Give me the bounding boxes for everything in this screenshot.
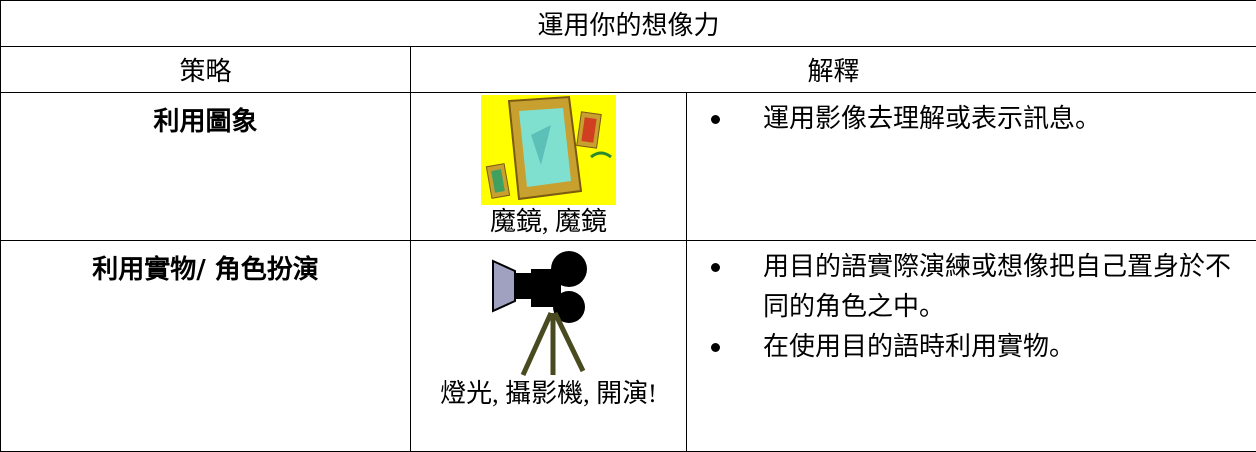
image-cell: 燈光, 攝影機, 開演! — [411, 241, 687, 452]
strategy-cell: 利用圖象 — [1, 93, 411, 241]
explanation-cell: 用目的語實際演練或想像把自己置身於不同的角色之中。在使用目的語時利用實物。 — [687, 241, 1256, 452]
strategy-cell: 利用實物/ 角色扮演 — [1, 241, 411, 452]
camera-clipart — [489, 247, 609, 377]
bullet-point: 運用影像去理解或表示訊息。 — [763, 99, 1250, 139]
image-caption: 燈光, 攝影機, 開演! — [411, 377, 686, 411]
header-cell: 解釋 — [411, 47, 1256, 93]
bullet-point: 在使用目的語時利用實物。 — [763, 327, 1250, 367]
point-list: 運用影像去理解或表示訊息。 — [693, 99, 1250, 139]
table-title: 運用你的想像力 — [1, 1, 1256, 47]
image-cell: 魔鏡, 魔鏡 — [411, 93, 687, 241]
explanation-cell: 運用影像去理解或表示訊息。 — [687, 93, 1256, 241]
bullet-point: 用目的語實際演練或想像把自己置身於不同的角色之中。 — [763, 247, 1250, 327]
mirror-clipart — [481, 95, 616, 205]
point-list: 用目的語實際演練或想像把自己置身於不同的角色之中。在使用目的語時利用實物。 — [693, 247, 1250, 367]
image-caption: 魔鏡, 魔鏡 — [411, 205, 686, 239]
header-cell: 策略 — [1, 47, 411, 93]
